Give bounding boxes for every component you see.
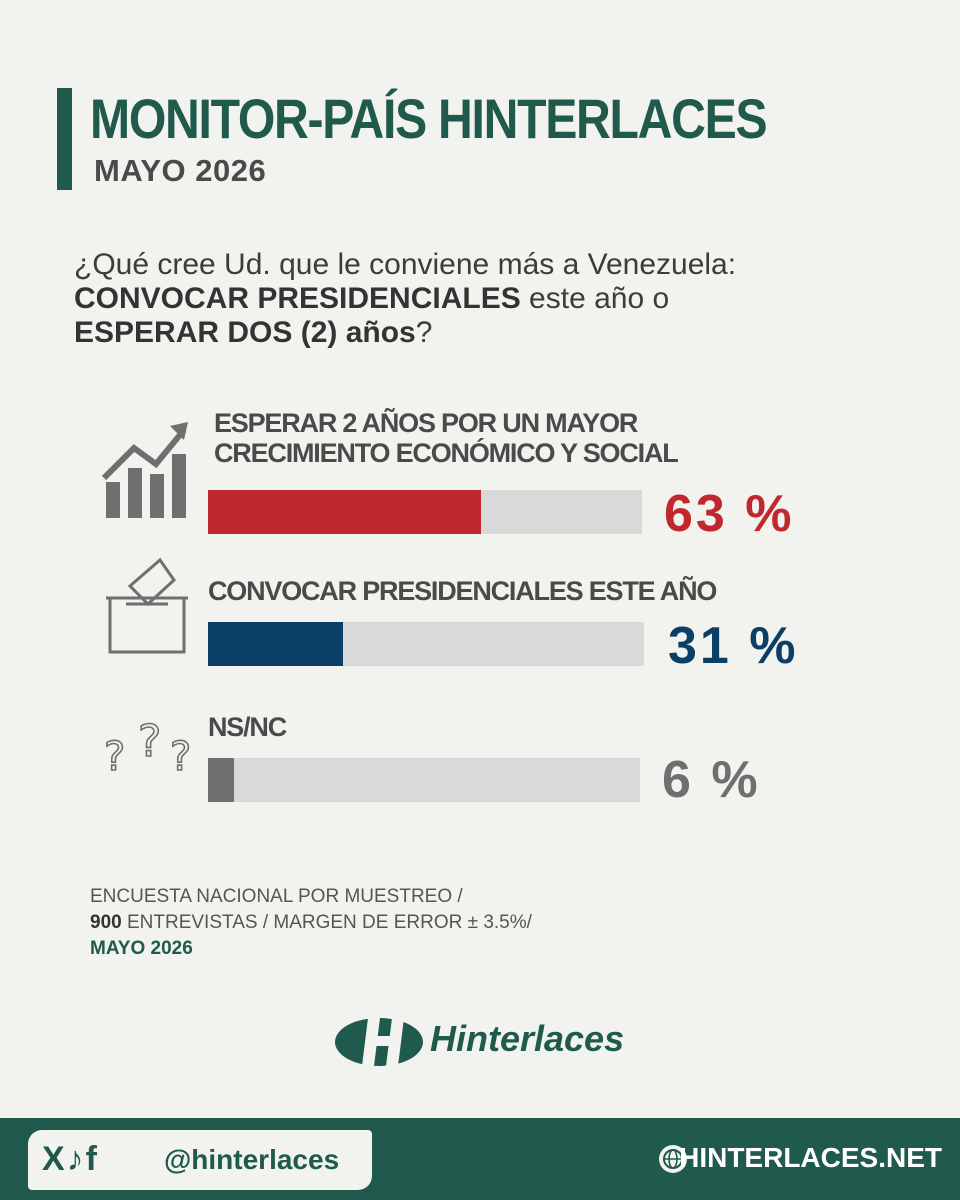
question-bold-1: CONVOCAR PRESIDENCIALES xyxy=(74,282,521,315)
survey-methodology-note: ENCUESTA NACIONAL POR MUESTREO / 900 ENT… xyxy=(90,884,532,962)
question-text-2: este año o xyxy=(520,282,670,315)
category-label-2: CONVOCAR PRESIDENCIALES ESTE AÑO xyxy=(208,576,717,606)
category-label-1-line1: ESPERAR 2 AÑOS POR UN MAYOR xyxy=(214,408,638,438)
value-label-1: 63 % xyxy=(664,485,795,543)
bar-fill-2 xyxy=(208,622,344,666)
svg-text:?: ? xyxy=(138,716,161,767)
category-label-3: NS/NC xyxy=(208,712,287,742)
category-label-1-line2: CRECIMIENTO ECONÓMICO Y SOCIAL xyxy=(214,438,679,468)
value-label-3: 6 % xyxy=(662,751,761,809)
footnote-sample-size: 900 xyxy=(90,912,122,933)
social-media-icons[interactable]: X♪f xyxy=(42,1140,99,1178)
logo-mark-icon xyxy=(335,1018,423,1066)
survey-question: ¿Qué cree Ud. que le conviene más a Vene… xyxy=(74,248,774,350)
title-accent-bar xyxy=(57,88,72,190)
footnote-line-1: ENCUESTA NACIONAL POR MUESTREO / xyxy=(90,886,463,907)
svg-text:?: ? xyxy=(104,734,125,780)
social-links: X♪f @hinterlaces xyxy=(28,1130,372,1190)
page-title: MONITOR-PAÍS HINTERLACES xyxy=(90,87,768,150)
growth-chart-icon xyxy=(101,422,188,518)
page-subtitle: MAYO 2026 xyxy=(94,153,267,188)
question-marks-icon: ? ? ? xyxy=(104,715,192,781)
svg-text:?: ? xyxy=(170,734,191,780)
bar-track-2 xyxy=(208,622,644,666)
website-link[interactable]: HINTERLACES.NET xyxy=(679,1142,942,1173)
value-label-2: 31 % xyxy=(668,617,799,675)
category-label-1: ESPERAR 2 AÑOS POR UN MAYOR CRECIMIENTO … xyxy=(214,408,679,468)
footer-bar: X♪f @hinterlaces HINTERLACES.NET xyxy=(0,1118,960,1200)
social-handle[interactable]: @hinterlaces xyxy=(164,1144,340,1175)
question-bold-2: ESPERAR DOS (2) años xyxy=(74,316,416,349)
footnote-line-2-rest: ENTREVISTAS / MARGEN DE ERROR ± 3.5%/ xyxy=(121,912,532,933)
hinterlaces-logo: Hinterlaces xyxy=(334,1010,644,1070)
bar-track-1 xyxy=(208,490,642,534)
ballot-box-icon xyxy=(106,557,188,654)
bar-track-3 xyxy=(208,758,640,802)
bar-fill-3 xyxy=(208,758,234,802)
footnote-date: MAYO 2026 xyxy=(90,938,193,959)
question-text-1: ¿Qué cree Ud. que le conviene más a Vene… xyxy=(74,248,737,281)
question-text-3: ? xyxy=(415,316,433,349)
globe-icon xyxy=(659,1145,687,1173)
footnote-line-2: 900 ENTREVISTAS / MARGEN DE ERROR ± 3.5%… xyxy=(90,910,532,936)
bar-fill-1 xyxy=(208,490,482,534)
logo-wordmark: Hinterlaces xyxy=(430,1018,625,1059)
